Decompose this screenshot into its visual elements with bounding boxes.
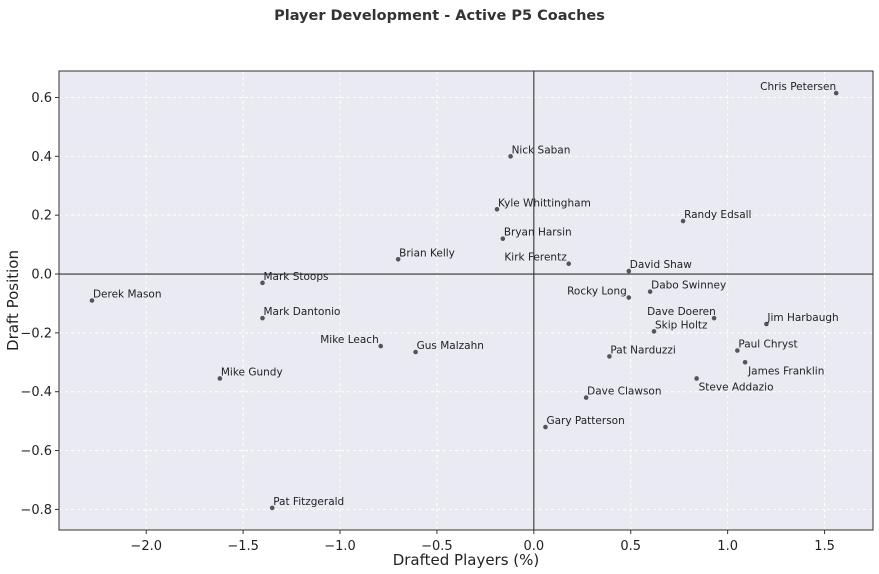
x-axis-title: Drafted Players (%) bbox=[393, 551, 540, 569]
chart-title: Player Development - Active P5 Coaches bbox=[274, 8, 605, 24]
data-point bbox=[626, 268, 632, 274]
x-tick-label: 0.5 bbox=[620, 539, 641, 554]
point-label: Gary Patterson bbox=[546, 415, 624, 427]
point-label: Mark Stoops bbox=[264, 271, 329, 283]
point-label: James Franklin bbox=[747, 365, 824, 377]
data-point bbox=[500, 236, 506, 242]
plot-area bbox=[59, 71, 873, 530]
y-tick-label: 0.0 bbox=[31, 268, 52, 283]
x-tick-label: −1.0 bbox=[324, 539, 356, 554]
y-tick-label: −0.4 bbox=[20, 385, 52, 400]
point-label: Bryan Harsin bbox=[504, 227, 572, 239]
y-axis-title: Draft Position bbox=[4, 250, 22, 351]
x-axis-ticks: −2.0 −1.5 −1.0 −0.5 0.0 0.5 1.0 1.5 bbox=[130, 530, 835, 554]
point-label: Mark Dantonio bbox=[264, 306, 341, 318]
data-point bbox=[607, 354, 612, 359]
reference-lines bbox=[59, 71, 873, 530]
data-point bbox=[764, 321, 769, 327]
point-label: Brian Kelly bbox=[399, 247, 455, 259]
point-labels: Chris Petersen Nick Saban Kyle Whittingham… bbox=[93, 81, 839, 508]
data-point bbox=[378, 343, 384, 349]
data-point bbox=[260, 280, 265, 286]
x-tick-label: −0.5 bbox=[421, 539, 453, 554]
y-tick-label: 0.6 bbox=[31, 91, 52, 106]
data-point bbox=[711, 315, 717, 321]
data-point bbox=[647, 289, 653, 294]
x-tick-label: −2.0 bbox=[130, 539, 162, 554]
point-label: Pat Fitzgerald bbox=[273, 496, 344, 508]
point-label: Rocky Long bbox=[567, 286, 627, 298]
data-point bbox=[89, 298, 95, 303]
data-point bbox=[626, 295, 632, 300]
point-label: Pat Narduzzi bbox=[610, 344, 675, 356]
point-label: Mike Gundy bbox=[221, 366, 283, 378]
data-point bbox=[583, 395, 589, 400]
point-label: Derek Mason bbox=[93, 289, 162, 301]
point-label: Paul Chryst bbox=[738, 339, 797, 351]
point-label: David Shaw bbox=[630, 259, 692, 271]
point-label: Mike Leach bbox=[320, 334, 378, 346]
point-label: Kyle Whittingham bbox=[498, 197, 591, 209]
x-tick-label: 1.0 bbox=[717, 539, 738, 554]
point-label: Kirk Ferentz bbox=[504, 252, 567, 264]
data-point bbox=[260, 315, 265, 321]
data-point bbox=[680, 218, 686, 224]
y-tick-label: −0.2 bbox=[20, 326, 52, 341]
data-point bbox=[742, 359, 748, 365]
point-label: Chris Petersen bbox=[760, 81, 836, 93]
point-label: Skip Holtz bbox=[655, 319, 708, 331]
data-point bbox=[694, 376, 699, 381]
data-point bbox=[566, 261, 572, 267]
data-point bbox=[269, 505, 275, 511]
y-axis-ticks: 0.6 0.4 0.2 0.0 −0.2 −0.4 −0.6 −0.8 bbox=[20, 91, 59, 518]
data-point bbox=[494, 206, 500, 212]
point-label: Dave Doeren bbox=[647, 306, 716, 318]
point-label: Dave Clawson bbox=[587, 386, 661, 398]
point-label: Jim Harbaugh bbox=[766, 312, 838, 324]
data-points bbox=[89, 90, 839, 511]
y-tick-label: 0.2 bbox=[31, 209, 52, 224]
y-tick-label: −0.8 bbox=[20, 503, 52, 518]
x-tick-label: 0.0 bbox=[523, 539, 544, 554]
data-point bbox=[395, 257, 401, 262]
y-tick-label: 0.4 bbox=[31, 150, 52, 165]
data-point bbox=[543, 424, 548, 430]
point-label: Dabo Swinney bbox=[651, 280, 726, 292]
point-label: Randy Edsall bbox=[684, 209, 751, 221]
data-point bbox=[651, 329, 657, 334]
x-tick-label: 1.5 bbox=[814, 539, 835, 554]
point-label: Steve Addazio bbox=[699, 381, 774, 393]
data-point bbox=[833, 90, 839, 96]
y-tick-label: −0.6 bbox=[20, 444, 52, 459]
data-point bbox=[413, 349, 418, 355]
data-point bbox=[508, 154, 513, 159]
data-point bbox=[217, 376, 223, 381]
point-label: Nick Saban bbox=[512, 144, 571, 156]
point-label: Gus Malzahn bbox=[417, 340, 484, 352]
plot-frame bbox=[58, 70, 874, 531]
data-point bbox=[735, 348, 740, 353]
x-tick-label: −1.5 bbox=[227, 539, 259, 554]
